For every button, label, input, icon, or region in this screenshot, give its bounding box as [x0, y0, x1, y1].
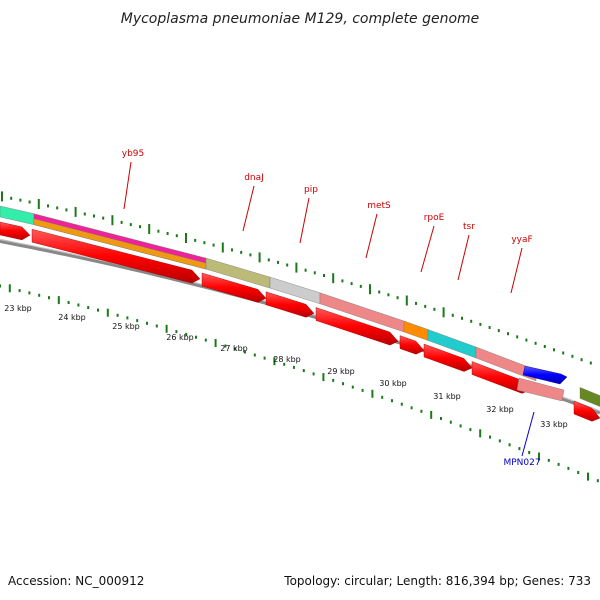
gene-leader-line [299, 197, 310, 244]
cog-feature [579, 387, 600, 407]
gene-label: yyaF [511, 235, 532, 245]
gene-leader-line [510, 247, 523, 294]
gene-label: yb95 [122, 149, 145, 159]
gene-label: pip [304, 185, 318, 195]
cds-arrow [423, 343, 473, 372]
gene-label: rpoE [424, 213, 445, 223]
ruler-label: 27 kbp [220, 344, 248, 353]
gene-leader-line [123, 161, 132, 210]
gene-leader-line [420, 225, 435, 273]
ruler-label: 30 kbp [379, 379, 407, 388]
ruler-label: 25 kbp [112, 322, 140, 331]
reverse-cog-feature [516, 377, 565, 402]
ruler-label: 33 kbp [540, 420, 568, 429]
cds-arrow [399, 335, 425, 355]
ruler-label: 23 kbp [4, 304, 32, 313]
cds-arrow [265, 291, 315, 318]
gene-label: dnaJ [244, 173, 264, 183]
ruler-label: 24 kbp [58, 313, 86, 322]
map-title: Mycoplasma pneumoniae M129, complete gen… [121, 11, 480, 27]
cog-feature [475, 346, 537, 382]
ruler-label: 29 kbp [327, 367, 355, 376]
gene-labels: yb95 dnaJ pip metS rpoE tsr yyaF MPN027 [122, 149, 541, 468]
ruler-label: 31 kbp [433, 392, 461, 401]
cds-feature-track [0, 221, 600, 422]
gene-leader-line [457, 234, 470, 281]
ruler-label: 32 kbp [486, 405, 514, 414]
cog-feature [0, 205, 35, 225]
cog-feature [33, 218, 207, 270]
ruler-ticks [0, 284, 599, 483]
reverse-cds-arrow [522, 365, 568, 385]
gene-leader-line [521, 411, 535, 457]
cds-arrow [201, 272, 267, 303]
accession-text: Accession: NC_000912 [8, 574, 145, 588]
cds-arrow [31, 228, 201, 284]
gene-leader-line [242, 185, 255, 232]
ruler-labels: 23 kbp 24 kbp 25 kbp 26 kbp 27 kbp 28 kbp 29 k… [4, 304, 568, 429]
cog-feature [403, 320, 429, 341]
gene-leader-line [365, 213, 378, 259]
cog-feature-track [0, 205, 600, 407]
ruler-label: 28 kbp [273, 355, 301, 364]
gene-label: tsr [463, 222, 475, 232]
cds-arrow [315, 307, 399, 346]
forward-gc-ticks [1, 191, 592, 365]
ruler-label: 26 kbp [166, 333, 194, 342]
genome-summary-text: Topology: circular; Length: 816,394 bp; … [284, 574, 591, 588]
cds-arrow [0, 221, 31, 241]
gene-label: metS [367, 201, 391, 211]
cds-arrow [573, 400, 600, 422]
gene-label: MPN027 [503, 458, 540, 468]
